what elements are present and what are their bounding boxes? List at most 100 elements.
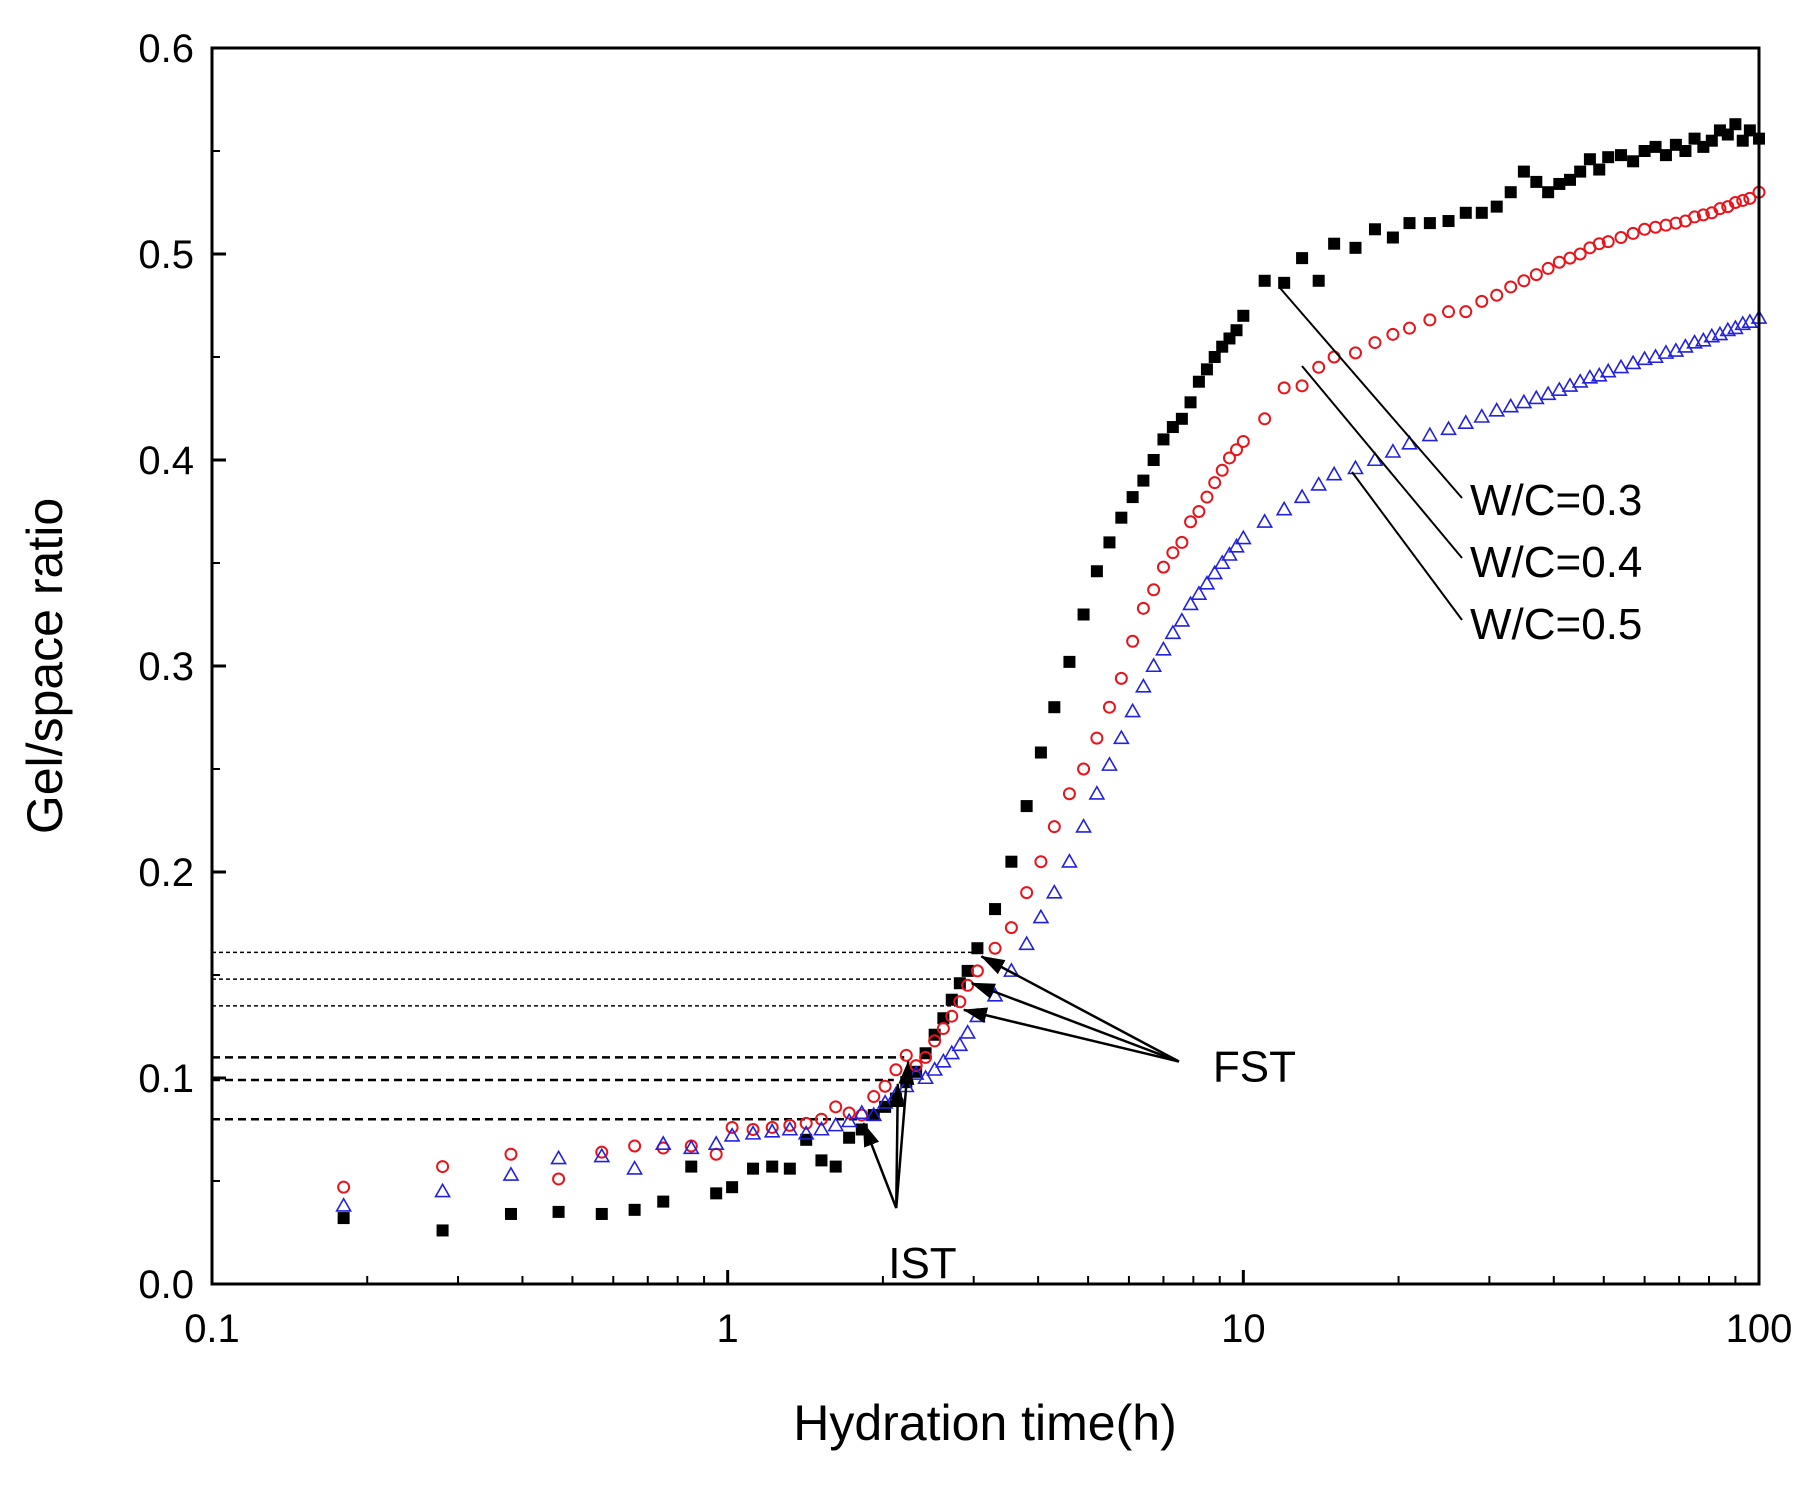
data-point xyxy=(1147,454,1160,466)
data-point xyxy=(1090,565,1103,578)
data-point xyxy=(1234,529,1252,545)
data-point xyxy=(1592,237,1606,251)
data-point xyxy=(1166,421,1179,434)
data-point xyxy=(1423,313,1437,327)
data-point xyxy=(1368,223,1381,236)
data-point xyxy=(1421,426,1439,442)
data-point xyxy=(1627,155,1640,168)
dashed-guide-lines xyxy=(212,951,978,1121)
data-point xyxy=(1638,222,1652,236)
data-point xyxy=(1347,459,1364,475)
data-point xyxy=(919,1047,932,1060)
data-point xyxy=(1349,241,1362,254)
data-point xyxy=(723,1127,741,1142)
data-point xyxy=(945,1009,959,1023)
data-point xyxy=(1527,389,1545,405)
data-point xyxy=(1368,336,1382,350)
data-point xyxy=(1184,515,1198,529)
data-point xyxy=(1386,231,1399,244)
data-point xyxy=(1236,434,1250,448)
data-point xyxy=(1112,729,1130,745)
data-point xyxy=(1034,855,1048,869)
data-point xyxy=(747,1162,760,1175)
data-point xyxy=(799,1116,813,1130)
data-point xyxy=(1077,608,1090,621)
data-point xyxy=(1736,193,1750,207)
legend-label-wc04: W/C=0.4 xyxy=(1470,538,1642,587)
y-tick-label: 0.1 xyxy=(138,1057,194,1101)
data-point xyxy=(840,1112,858,1128)
data-point xyxy=(1488,401,1506,417)
data-point xyxy=(1553,177,1566,190)
fst-arrow xyxy=(970,981,1180,1063)
data-point xyxy=(814,1112,828,1126)
data-point xyxy=(1103,536,1116,549)
data-point xyxy=(1157,433,1170,446)
data-point xyxy=(685,1160,698,1173)
legend-leader-wc03 xyxy=(1279,287,1463,499)
data-point xyxy=(1230,324,1243,337)
fst-arrow xyxy=(980,955,1180,1063)
data-point xyxy=(1490,200,1503,213)
data-point xyxy=(813,1120,830,1136)
data-point xyxy=(337,1212,350,1225)
data-point xyxy=(878,1079,892,1093)
data-point xyxy=(1192,375,1205,388)
data-point xyxy=(502,1166,520,1181)
data-point xyxy=(1459,305,1473,319)
data-point xyxy=(1626,226,1640,240)
data-point xyxy=(1602,151,1615,164)
data-point xyxy=(552,1205,565,1218)
data-point xyxy=(628,1139,642,1153)
data-point xyxy=(1277,381,1291,395)
x-tick-label: 0.1 xyxy=(184,1307,240,1351)
data-point xyxy=(1475,294,1489,308)
data-point xyxy=(1624,354,1642,370)
x-axis-title: Hydration time(h) xyxy=(793,1395,1176,1451)
data-point xyxy=(335,1197,353,1212)
data-point xyxy=(765,1120,779,1134)
data-point xyxy=(783,1118,797,1132)
data-point xyxy=(945,993,958,1006)
data-point xyxy=(917,1069,934,1085)
data-point xyxy=(1145,657,1163,673)
data-point xyxy=(829,1100,843,1114)
y-tick-label: 0.6 xyxy=(138,27,194,71)
data-point xyxy=(1137,474,1150,487)
data-point xyxy=(1175,535,1189,549)
data-point xyxy=(654,1135,672,1150)
data-point xyxy=(550,1149,567,1165)
data-point xyxy=(1190,585,1208,600)
data-point xyxy=(1258,274,1271,287)
data-point xyxy=(1077,762,1091,776)
data-point xyxy=(853,1104,871,1120)
data-point xyxy=(865,1106,883,1122)
data-point xyxy=(1612,358,1630,374)
data-point xyxy=(1198,574,1216,590)
data-point xyxy=(1743,124,1756,137)
data-point xyxy=(989,903,1002,916)
data-point xyxy=(1550,381,1568,397)
data-point xyxy=(1256,513,1274,528)
data-point xyxy=(1593,163,1606,176)
data-point xyxy=(1473,408,1491,423)
data-point xyxy=(1729,118,1742,131)
data-point xyxy=(1061,853,1078,868)
data-point xyxy=(1386,327,1400,341)
data-point xyxy=(1601,235,1615,249)
x-axis-ticks: 0.1 1 10 100 xyxy=(184,1270,1792,1351)
data-point xyxy=(1440,420,1457,436)
data-point xyxy=(436,1224,449,1237)
data-point xyxy=(797,1125,815,1140)
annotation-layer: FST IST xyxy=(862,955,1296,1288)
data-point xyxy=(879,1100,892,1113)
data-point xyxy=(800,1133,813,1146)
x-tick-label: 10 xyxy=(1221,1307,1266,1351)
fst-label: FST xyxy=(1213,1043,1296,1092)
data-point xyxy=(1459,206,1472,219)
data-point xyxy=(1075,818,1092,833)
legend-leader-wc05 xyxy=(1351,471,1463,621)
data-point xyxy=(1222,451,1236,465)
data-series-layer xyxy=(335,118,1768,1237)
